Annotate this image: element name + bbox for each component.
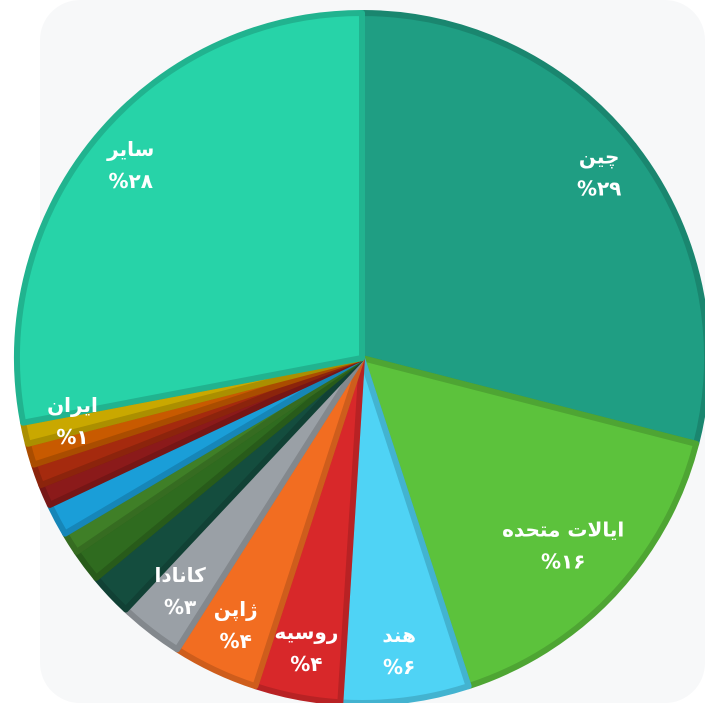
value-label: %۲۹ [577, 177, 621, 201]
pie-slice [359, 10, 705, 447]
pie-slice [359, 355, 700, 690]
slice-label: ژاپن [214, 597, 258, 622]
value-label: %۴ [220, 629, 252, 653]
value-label: %۴ [290, 652, 322, 676]
slice-label: سایر [106, 137, 154, 161]
value-label: %۲۸ [109, 169, 153, 193]
slice-label: ایران [47, 393, 98, 417]
slice-label: کانادا [155, 563, 207, 587]
pie-slice [14, 10, 365, 426]
slice-label: روسیه [274, 620, 338, 644]
value-label: %۱۶ [541, 549, 585, 573]
slice-label: چین [579, 145, 620, 170]
slice-label: هند [382, 623, 416, 647]
value-label: %۱ [56, 425, 88, 449]
value-label: %۶ [383, 655, 415, 679]
slice-label: ایالات متحده [502, 517, 624, 541]
value-label: %۳ [164, 595, 196, 619]
